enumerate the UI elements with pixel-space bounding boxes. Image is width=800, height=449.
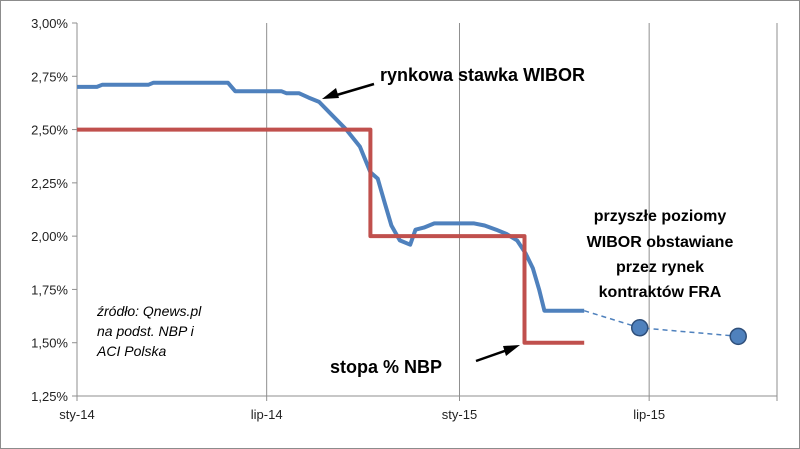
y-tick-label: 3,00% [31, 16, 68, 31]
source-line-2: na podst. NBP i [97, 323, 195, 339]
y-tick-label: 2,25% [31, 176, 68, 191]
wibor-arrow-head [322, 88, 339, 99]
fra-forecast-line [583, 309, 739, 338]
series-lines [77, 80, 747, 346]
y-tick-label: 1,50% [31, 336, 68, 351]
x-tick-labels: sty-14 lip-14 sty-15 lip-15 [59, 407, 665, 422]
nbp-arrow-head [503, 345, 520, 356]
nbp-annotation-text: stopa % NBP [330, 357, 442, 377]
wibor-annotation-text: rynkowa stawka WIBOR [380, 65, 585, 85]
fra-forecast-marker [630, 319, 649, 337]
wibor-annotation: rynkowa stawka WIBOR [322, 65, 585, 99]
fra-annotation-line-1: przyszłe poziomy [594, 208, 727, 225]
source-line-3: ACI Polska [96, 343, 166, 359]
fra-annotation-line-2: WIBOR obstawiane [587, 234, 734, 251]
fra-annotation-line-4: kontraktów FRA [599, 284, 722, 301]
fra-annotation-line-3: przez rynek [616, 259, 704, 276]
y-tick-label: 1,75% [31, 282, 68, 297]
wibor-line [77, 80, 585, 313]
nbp-rate-line [77, 127, 585, 345]
y-tick-label: 2,75% [31, 69, 68, 84]
fra-annotation: przyszłe poziomy WIBOR obstawiane przez … [587, 208, 734, 301]
x-tick-label: sty-15 [442, 407, 477, 422]
y-tick-labels: 1,25% 1,50% 1,75% 2,00% 2,25% 2,50% 2,75% 3,00% [31, 16, 68, 404]
fra-forecast-marker [729, 327, 747, 346]
grid-lines [266, 23, 778, 396]
y-tick-label: 1,25% [31, 389, 68, 404]
x-tick-label: lip-15 [633, 407, 665, 422]
nbp-annotation: stopa % NBP [330, 345, 520, 377]
y-tick-label: 2,50% [31, 123, 68, 138]
x-tick-label: lip-14 [251, 407, 283, 422]
y-tick-label: 2,00% [31, 229, 68, 244]
x-tick-label: sty-14 [59, 407, 94, 422]
source-note: źródło: Qnews.pl na podst. NBP i ACI Pol… [96, 303, 202, 359]
source-line-1: źródło: Qnews.pl [96, 303, 202, 319]
